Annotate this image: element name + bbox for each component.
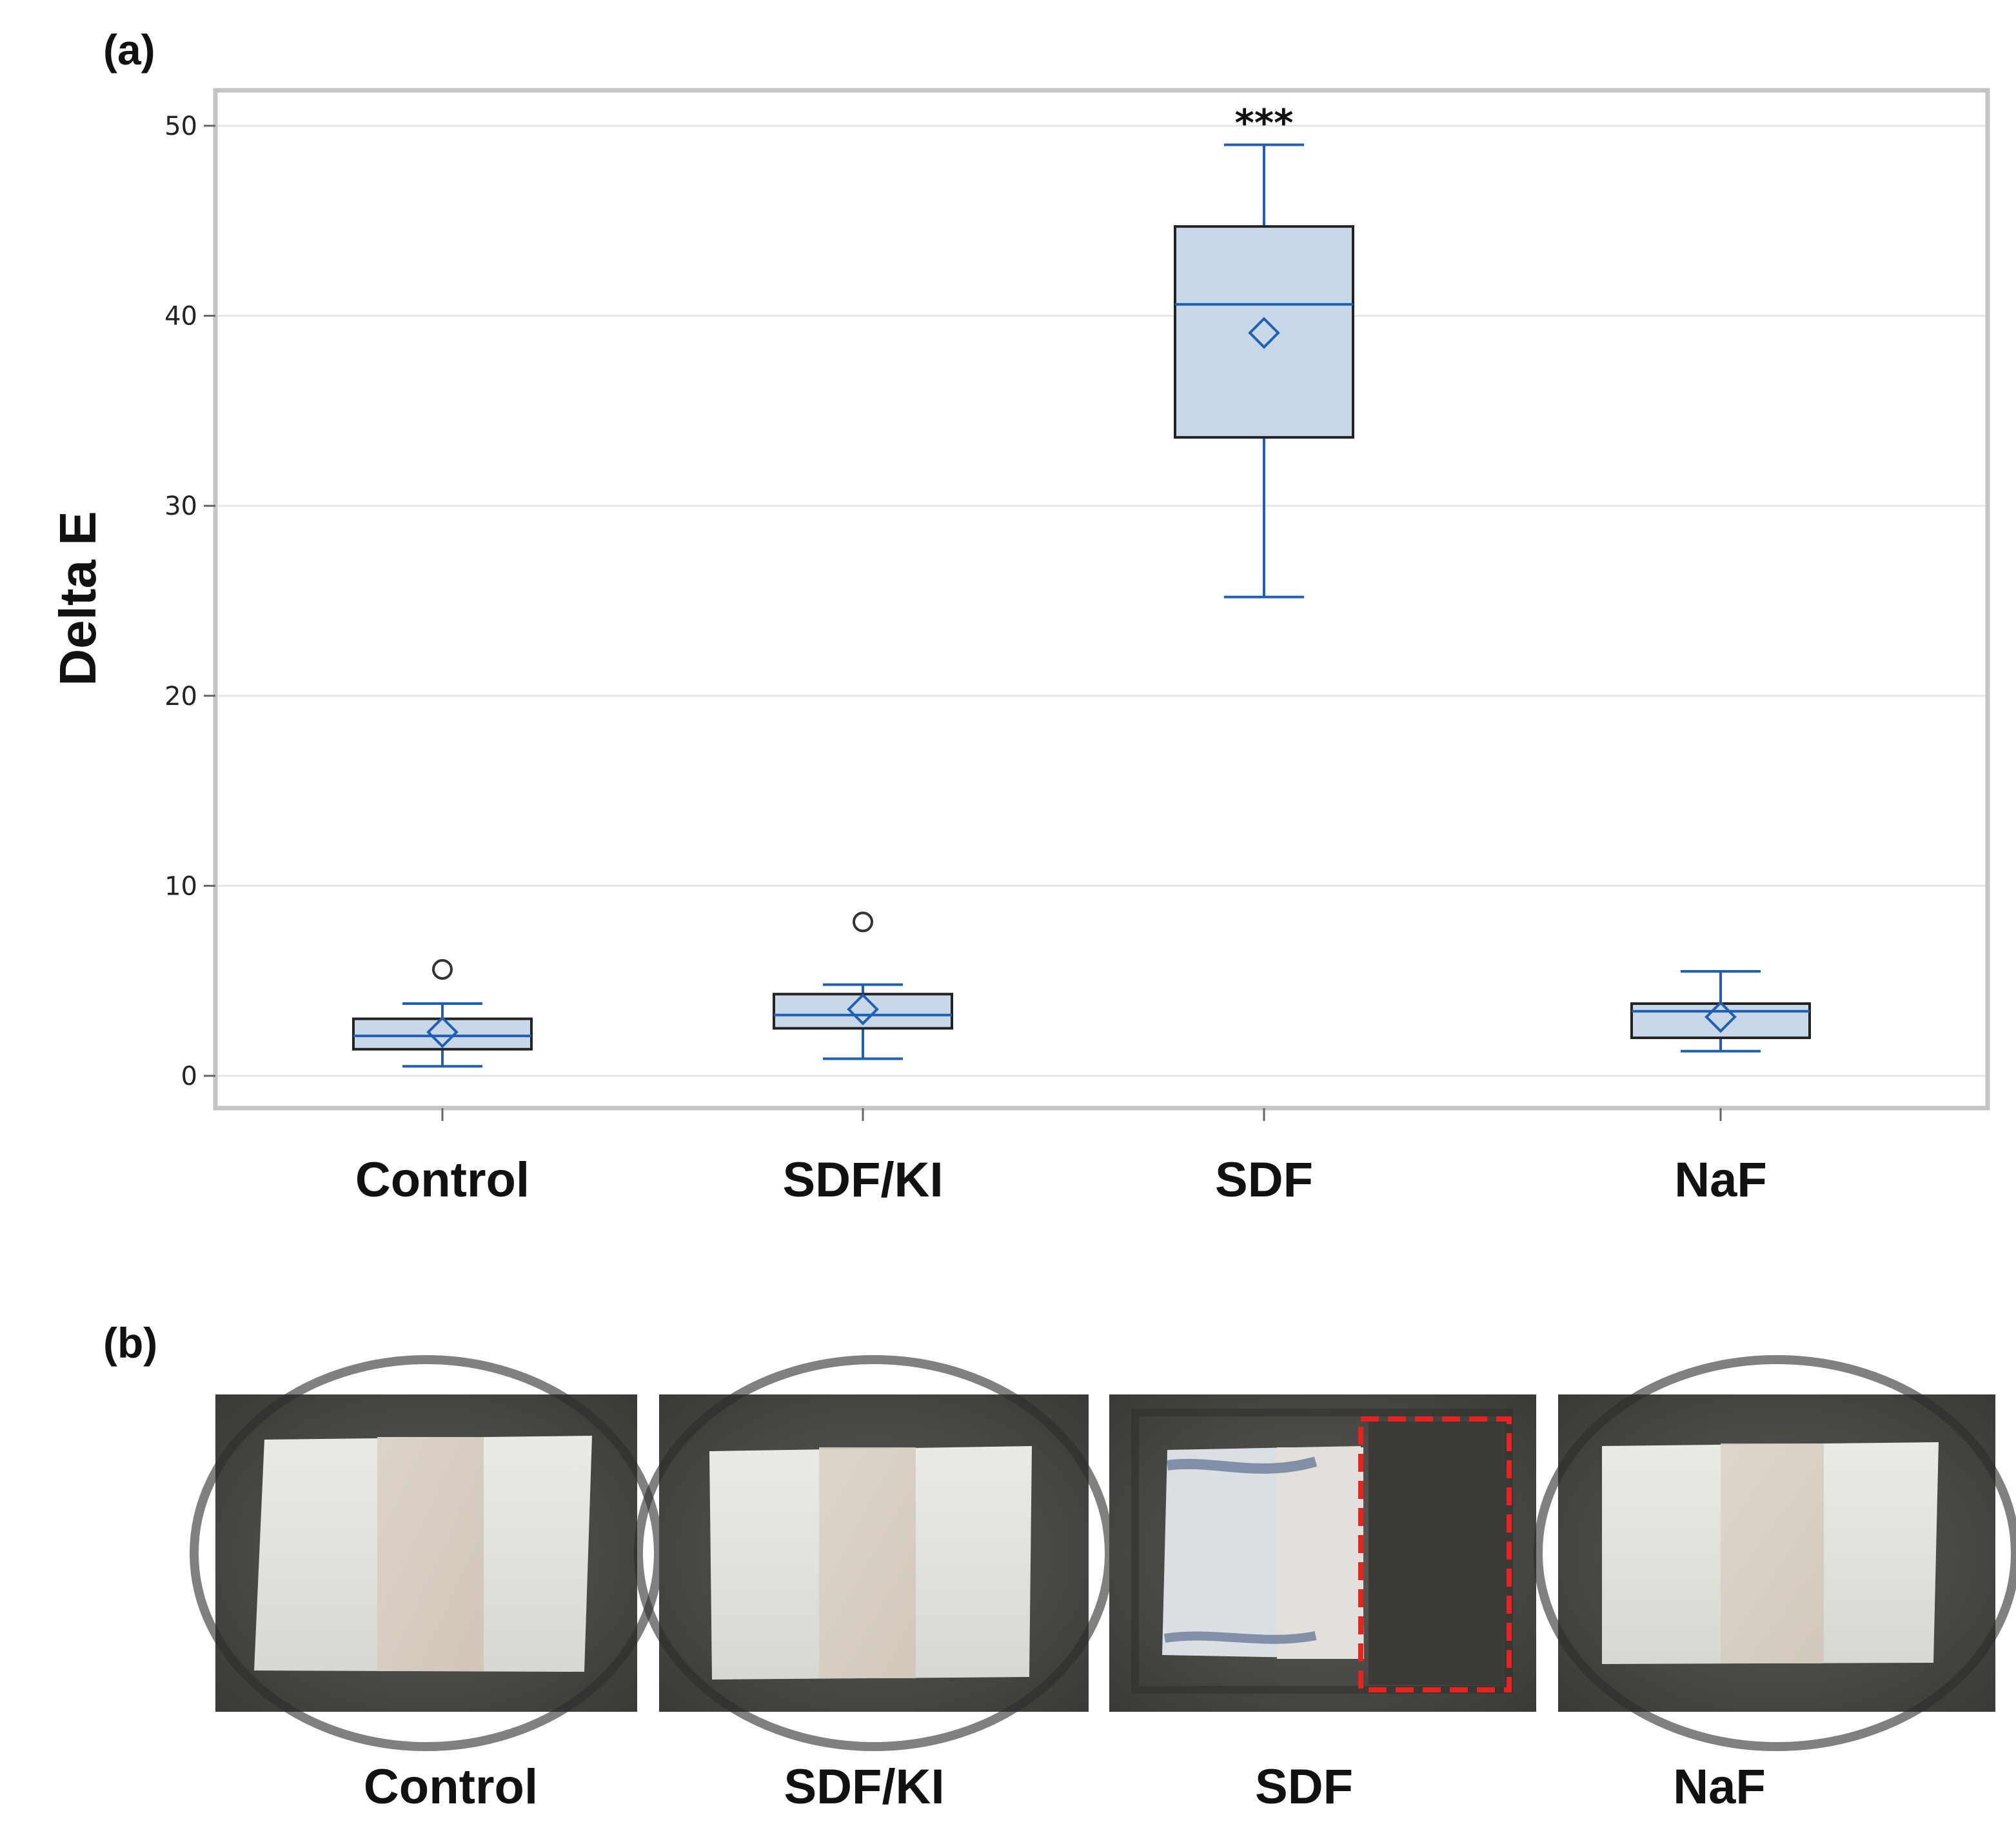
y-tick-label: 40 [164,302,197,332]
y-tick-label: 30 [164,491,197,521]
photo-label-control: Control [364,1760,538,1814]
x-tick-label: SDF [1215,1153,1313,1207]
mean-marker [426,1016,459,1049]
plot-frame [213,88,1990,1111]
photo-control [190,1355,663,1751]
y-axis-title: Delta E [49,511,106,686]
grid-lines [218,124,1985,1077]
y-tick-label: 20 [164,682,197,711]
box-naf [1630,969,1811,1053]
photo-label-sdf-ki: SDF/KI [784,1760,944,1814]
box-sdf-ki [773,911,953,1060]
mean-marker [1248,317,1280,349]
box-iqr [352,1017,533,1051]
box-control [352,959,533,1068]
significance-marker: *** [1235,101,1294,144]
photo-labels: Control SDF/KI SDF NaF [364,1760,1766,1814]
photo-label-sdf: SDF [1255,1760,1353,1814]
box-sdf: *** [1174,101,1354,599]
mean-marker [1705,1000,1737,1033]
outlier-point [853,911,873,933]
x-tick-label: Control [355,1153,529,1207]
box-iqr [1174,225,1354,439]
highlight-box [1358,1416,1512,1692]
mean-marker [847,993,879,1026]
photo-sdf-ki [634,1355,1114,1751]
x-tick-label: SDF/KI [782,1153,943,1207]
photo-label-naf: NaF [1673,1760,1766,1814]
photo-naf [1534,1355,2016,1751]
category-labels: Control SDF/KI SDF NaF [355,1153,1767,1207]
photo-sdf [1109,1394,1536,1712]
boxplot-chart: 0 10 20 30 40 50 *** Delta E Control SDF/KI SDF… [49,88,1990,1207]
y-tick-label: 0 [181,1062,197,1091]
x-axis-ticks [441,1108,1722,1121]
panel-label-a: (a) [103,26,155,74]
y-tick-label: 50 [164,112,197,141]
y-tick-label: 10 [164,871,197,901]
y-axis-ticks: 0 10 20 30 40 50 [164,112,215,1091]
panel-label-b: (b) [103,1319,157,1367]
specimen-photos [190,1355,2016,1751]
x-tick-label: NaF [1674,1153,1767,1207]
outlier-point [432,959,453,980]
boxes: *** [352,101,1811,1068]
